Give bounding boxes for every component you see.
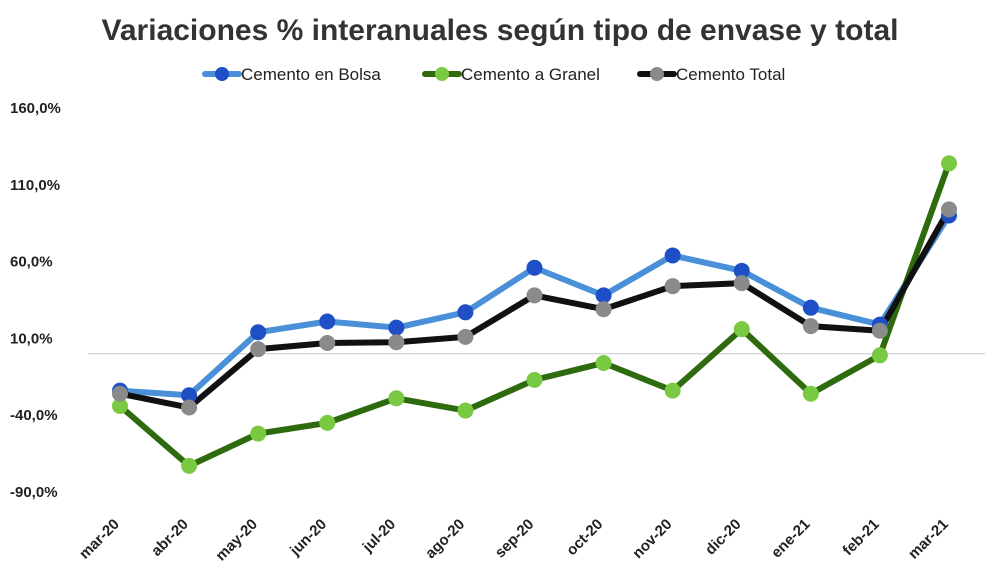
x-tick-label: mar-21 — [905, 516, 952, 563]
x-tick-label: ene-21 — [768, 516, 814, 562]
data-point-series-2 — [526, 371, 543, 388]
y-tick-label: 110,0% — [10, 177, 60, 194]
legend-marker-swatch — [435, 67, 449, 81]
chart-title: Variaciones % interanuales según tipo de… — [102, 14, 899, 47]
data-point-series-2 — [941, 155, 957, 172]
data-point-series-3 — [871, 322, 888, 339]
data-point-series-3 — [526, 287, 543, 304]
y-tick-label: -40,0% — [10, 407, 58, 424]
data-point-series-1 — [595, 287, 612, 304]
data-point-series-3 — [250, 341, 267, 358]
legend-label: Cemento a Granel — [461, 65, 600, 84]
x-tick-label: jul-20 — [359, 516, 399, 556]
data-point-series-1 — [181, 387, 198, 404]
y-tick-label: 10,0% — [10, 330, 53, 347]
data-point-series-3 — [457, 328, 474, 345]
series-lines — [117, 160, 952, 469]
data-point-series-2 — [388, 390, 405, 407]
data-point-series-3 — [733, 275, 750, 292]
x-tick-label: oct-20 — [563, 516, 606, 559]
x-axis: mar-20 abr-20 may-20 jun-20 jul-20 ago-20 sep-… — [76, 516, 952, 565]
data-point-series-3 — [664, 278, 681, 295]
data-point-series-1 — [526, 259, 543, 276]
data-point-series-3 — [595, 301, 612, 318]
data-point-series-2 — [112, 397, 128, 414]
x-tick-label: may-20 — [212, 516, 261, 565]
data-point-series-2 — [457, 402, 474, 419]
x-tick-label: jun-20 — [286, 516, 330, 560]
y-tick-label: 160,0% — [10, 100, 61, 117]
y-axis: -90,0% -40,0% 10,0% 60,0% 110,0% 160,0% — [10, 100, 985, 501]
legend-marker-swatch — [215, 67, 229, 81]
data-point-series-3 — [388, 334, 405, 351]
legend-label: Cemento Total — [676, 65, 785, 84]
x-tick-label: dic-20 — [702, 516, 745, 559]
legend-marker-swatch — [650, 67, 664, 81]
data-point-series-2 — [871, 347, 888, 364]
y-tick-label: 60,0% — [10, 254, 53, 271]
data-point-series-2 — [181, 457, 198, 474]
data-point-series-3 — [941, 201, 957, 218]
x-tick-label: feb-21 — [839, 516, 882, 559]
data-point-series-2 — [595, 354, 612, 371]
data-point-series-1 — [733, 262, 750, 279]
data-point-series-1 — [319, 313, 336, 330]
y-tick-label: -90,0% — [10, 484, 58, 501]
x-tick-label: abr-20 — [148, 516, 192, 560]
data-point-series-3 — [802, 318, 819, 335]
data-point-series-2 — [250, 425, 267, 442]
data-point-series-1 — [802, 299, 819, 316]
data-point-series-3 — [181, 399, 198, 416]
series-markers — [112, 155, 957, 474]
series-line-2 — [117, 160, 952, 469]
x-tick-label: mar-20 — [76, 516, 123, 563]
data-point-series-2 — [664, 382, 681, 399]
data-point-series-2 — [319, 414, 336, 431]
legend-label: Cemento en Bolsa — [241, 65, 381, 84]
data-point-series-2 — [802, 385, 819, 402]
series-line-1 — [117, 212, 952, 399]
x-tick-label: nov-20 — [629, 516, 675, 562]
data-point-series-3 — [112, 385, 128, 402]
data-point-series-1 — [457, 304, 474, 321]
data-point-series-3 — [319, 335, 336, 352]
x-tick-label: ago-20 — [422, 516, 468, 562]
data-point-series-2 — [733, 321, 750, 338]
data-point-series-1 — [250, 324, 267, 341]
legend: Cemento en Bolsa Cemento a Granel Cemento … — [202, 65, 785, 84]
data-point-series-1 — [388, 319, 405, 336]
x-tick-label: sep-20 — [492, 516, 538, 562]
data-point-series-1 — [664, 247, 681, 264]
